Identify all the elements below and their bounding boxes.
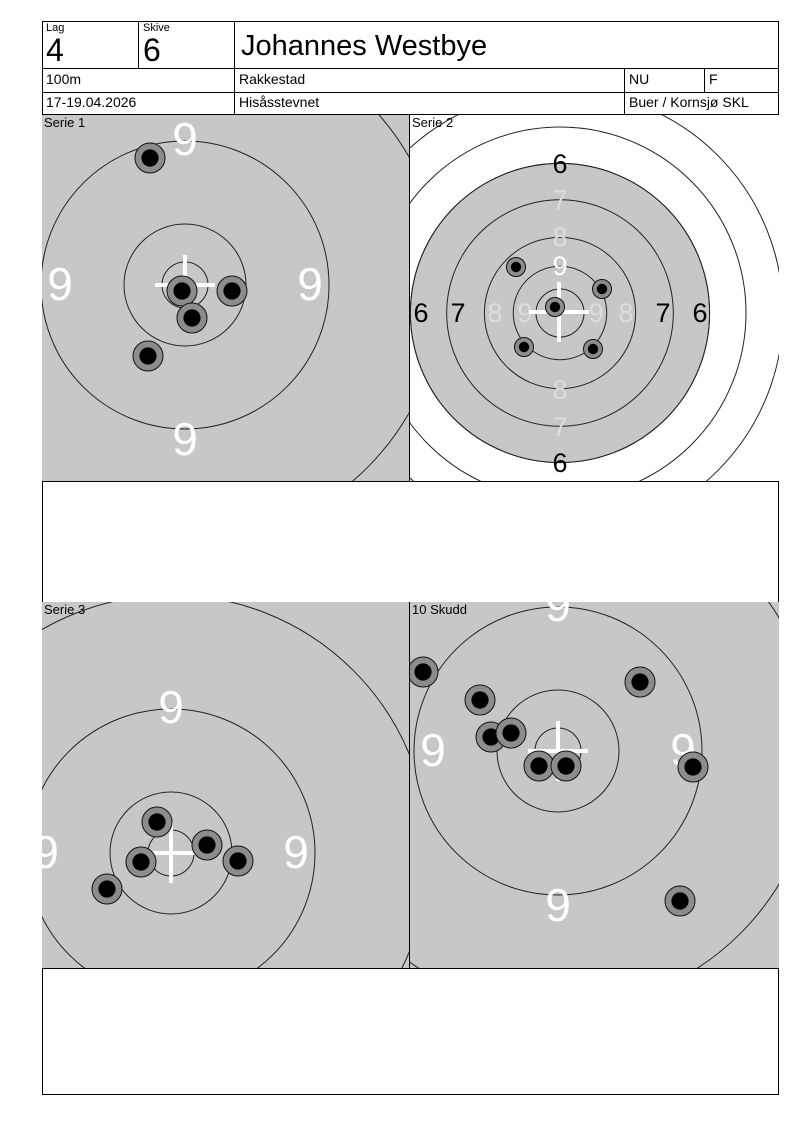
svg-text:8: 8 (618, 298, 633, 328)
svg-text:9: 9 (47, 258, 73, 310)
svg-text:9: 9 (545, 602, 571, 631)
svg-text:7: 7 (552, 185, 567, 215)
svg-text:9: 9 (552, 251, 567, 281)
svg-text:8: 8 (487, 298, 502, 328)
svg-text:8: 8 (552, 375, 567, 405)
svg-text:9: 9 (545, 879, 571, 931)
svg-text:9: 9 (297, 258, 323, 310)
svg-text:8: 8 (552, 222, 567, 252)
svg-text:6: 6 (552, 448, 567, 478)
svg-text:9: 9 (42, 826, 59, 878)
svg-text:9: 9 (420, 724, 446, 776)
svg-text:7: 7 (655, 298, 670, 328)
svg-text:9: 9 (172, 115, 198, 165)
svg-text:9: 9 (172, 413, 198, 465)
svg-text:6: 6 (413, 298, 428, 328)
svg-text:7: 7 (552, 412, 567, 442)
svg-text:6: 6 (552, 149, 567, 179)
svg-text:9: 9 (158, 681, 184, 733)
svg-text:7: 7 (450, 298, 465, 328)
svg-text:9: 9 (283, 826, 309, 878)
svg-text:6: 6 (692, 298, 707, 328)
svg-text:9: 9 (588, 298, 603, 328)
